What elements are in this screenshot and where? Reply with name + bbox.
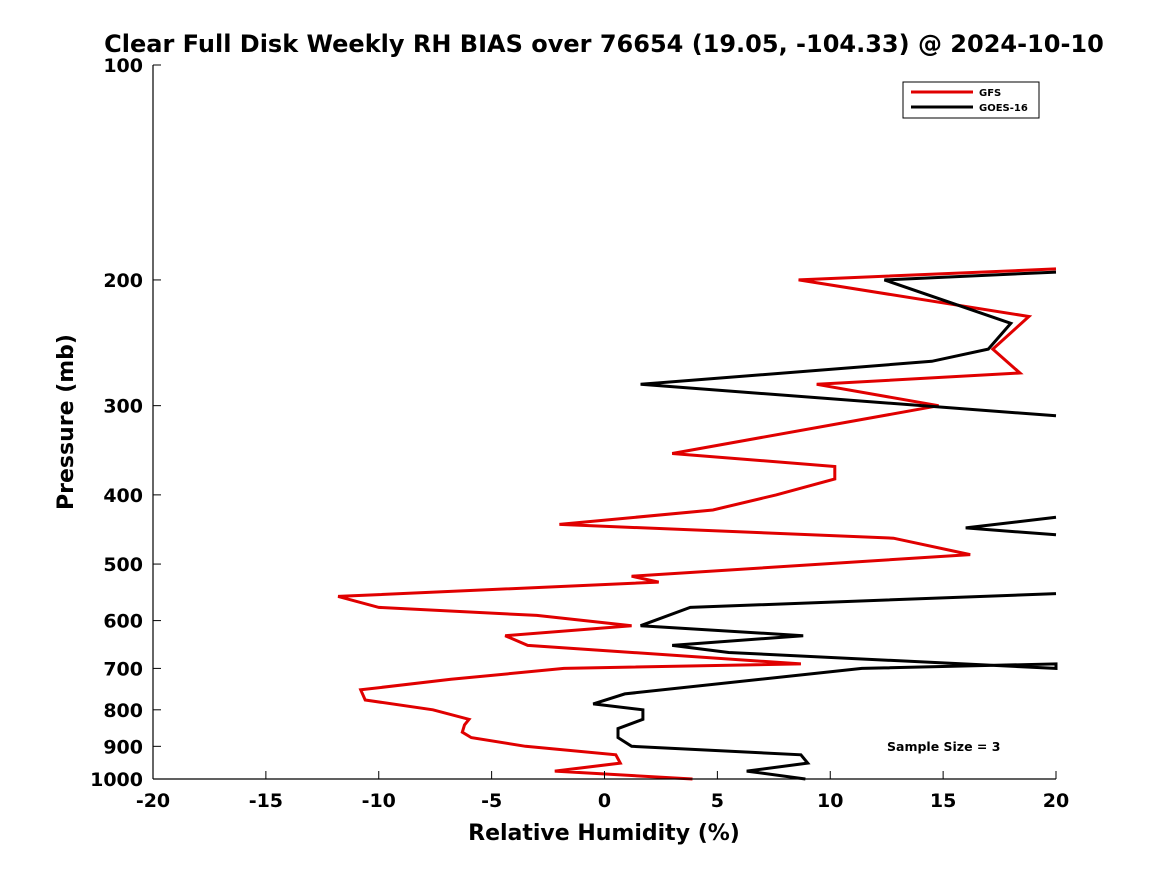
y-tick-label: 600 [103,611,143,633]
y-axis-ticks: 100 200 300 400 500 600 700 800 900 1000 [90,55,161,791]
x-tick-label: -10 [362,790,396,812]
x-tick-label: 20 [1043,790,1069,812]
y-tick-label: 800 [103,700,143,722]
legend-label-gfs: GFS [979,88,1001,99]
x-axis-label: Relative Humidity (%) [468,821,740,846]
x-axis-ticks: -20 -15 -10 -5 0 5 10 15 20 [136,771,1069,812]
y-tick-label: 400 [103,485,143,507]
x-tick-label: 5 [711,790,724,812]
y-tick-label: 700 [103,658,143,680]
y-tick-label: 900 [103,736,143,758]
y-axis-label: Pressure (mb) [54,334,79,510]
legend-label-goes16: GOES-16 [979,103,1028,114]
y-tick-label: 1000 [90,769,143,791]
x-tick-label: 0 [598,790,611,812]
x-tick-label: 15 [930,790,956,812]
x-tick-label: 10 [817,790,843,812]
series-line-goes16-0 [592,592,1058,781]
y-tick-label: 200 [103,270,143,292]
legend: GFS GOES-16 [902,81,1040,119]
chart-title: Clear Full Disk Weekly RH BIAS over 7665… [104,30,1104,58]
y-tick-label: 100 [103,55,143,77]
series-line-gfs-0 [337,267,1057,781]
series-line-goes16-2 [640,270,1057,418]
x-tick-label: -15 [249,790,283,812]
sample-size-annotation: Sample Size = 3 [887,739,1000,754]
legend-box [902,81,1040,119]
x-tick-label: -20 [136,790,170,812]
series-line-goes16-1 [965,515,1057,537]
x-tick-label: -5 [481,790,502,812]
y-tick-label: 300 [103,396,143,418]
plot-area [337,267,1058,781]
y-tick-label: 500 [103,554,143,576]
